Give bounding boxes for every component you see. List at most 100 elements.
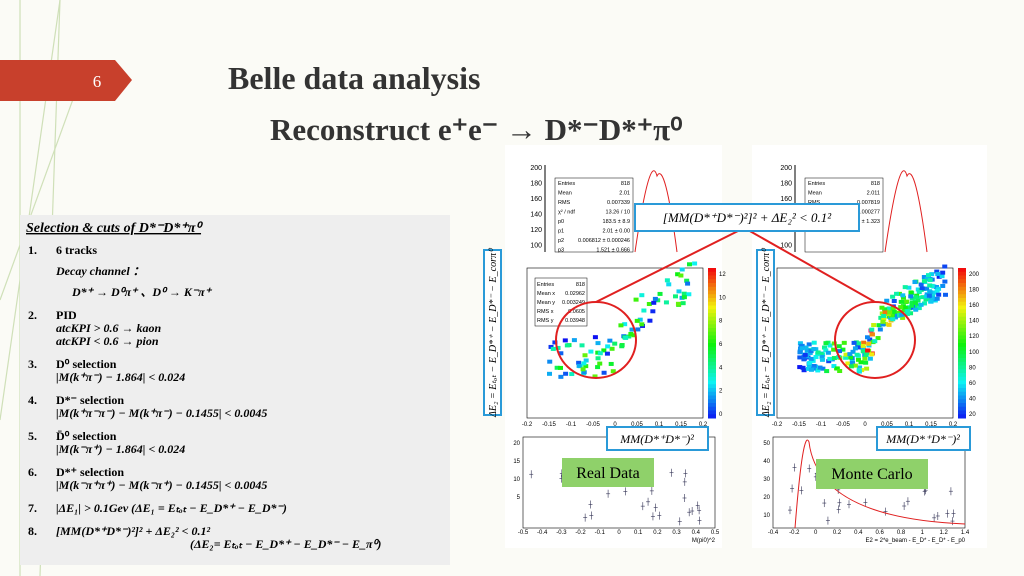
colorbar-cell — [958, 316, 966, 321]
stat-name: RMS x — [537, 309, 554, 315]
scatter-cell — [867, 337, 873, 342]
colorbar-cell — [958, 275, 966, 280]
colorbar-cell — [958, 309, 966, 314]
colorbar-cell — [708, 361, 716, 366]
scatter-cell — [800, 365, 806, 370]
scatter-cell — [831, 356, 837, 361]
scatter-cell — [929, 272, 935, 277]
scatter-cell — [880, 319, 886, 324]
scatter-cell — [934, 288, 940, 293]
scatter-cell — [663, 300, 669, 305]
scatter-cell — [926, 293, 932, 298]
colorbar-cell — [958, 320, 966, 325]
stat-name: p0 — [558, 219, 564, 225]
scatter-cell — [547, 371, 553, 376]
scatter-cell — [797, 350, 803, 355]
y-tick-label: 180 — [530, 181, 542, 188]
scatter-cell — [581, 361, 587, 366]
colorbar-cell — [958, 298, 966, 303]
stat-value: 0.0605 — [568, 309, 585, 315]
scatter-cell — [891, 309, 897, 314]
scatter-cell — [610, 369, 616, 374]
scatter-cell — [863, 352, 869, 357]
scatter-cell — [806, 342, 812, 347]
colorbar-label: 2 — [719, 389, 723, 395]
scatter-cell — [595, 341, 601, 346]
colorbar-label: 160 — [969, 303, 980, 309]
scatter-cell — [891, 298, 897, 303]
scatter-cell — [942, 279, 948, 284]
scatter-cell — [936, 274, 942, 279]
scatter-cell — [825, 350, 831, 355]
scatter-cell — [907, 306, 913, 311]
item-line: 6 tracks — [56, 243, 97, 257]
mm-box-right — [876, 426, 971, 451]
y-tick-label: 160 — [530, 196, 542, 203]
scatter-cell — [608, 361, 614, 366]
item-line: PID — [56, 308, 77, 322]
scatter-cell — [888, 313, 894, 318]
item-line: |M(k⁻π⁺π⁺) − M(k⁻π⁺) − 0.1455| < 0.0045 — [56, 478, 267, 492]
de-label-left: ΔE₂ = Eₜₒₜ − E_D*⁺ − E_D*⁻ − E_corπ⁰ — [488, 247, 499, 418]
y-tick-label: 180 — [780, 181, 792, 188]
scatter-cell — [852, 346, 858, 351]
colorbar-cell — [958, 339, 966, 344]
stat-value: 0.03948 — [565, 318, 585, 324]
scatter-cell — [823, 348, 829, 353]
scatter-cell — [902, 285, 908, 290]
scatter-cell — [900, 295, 906, 300]
scatter-cell — [858, 360, 864, 365]
scatter-cell — [555, 345, 561, 350]
scatter-cell — [817, 365, 823, 370]
title: Belle data analysis — [228, 60, 480, 96]
item-line: D*⁺ selection — [56, 465, 124, 479]
scatter-cell — [804, 348, 810, 353]
stat-value: 2.01 ± 0.00 — [603, 229, 630, 235]
scatter-cell — [592, 335, 598, 340]
scatter-cell — [821, 345, 827, 350]
scatter-cell — [875, 336, 881, 341]
scatter-cell — [904, 311, 910, 316]
colorbar-cell — [958, 346, 966, 351]
scatter-cell — [558, 374, 564, 379]
scatter-cell — [807, 360, 813, 365]
scatter-cell — [618, 323, 624, 328]
scatter-cell — [867, 356, 873, 361]
scatter-cell — [848, 355, 854, 360]
scatter-cell — [855, 357, 861, 362]
scatter-cell — [865, 350, 871, 355]
scatter-cell — [924, 294, 930, 299]
scatter-cell — [686, 262, 692, 267]
scatter-cell — [921, 279, 927, 284]
y-tick-label: 40 — [763, 459, 770, 465]
scatter-cell — [801, 368, 807, 373]
item-line: D̄⁰ selection — [56, 429, 117, 443]
scatter-cell — [896, 291, 902, 296]
scatter-cell — [664, 278, 670, 283]
y-tick-label: 20 — [513, 441, 520, 447]
stat-name: p2 — [558, 238, 564, 244]
scatter-cell — [910, 300, 916, 305]
colorbar-cell — [958, 354, 966, 359]
scatter-cell — [601, 348, 607, 353]
scatter-cell — [919, 286, 925, 291]
scatter-cell — [562, 338, 568, 343]
colorbar-label: 20 — [969, 412, 976, 418]
stat-value: 0.02962 — [565, 291, 585, 297]
selection-box — [20, 215, 450, 565]
colorbar-cell — [958, 343, 966, 348]
scatter-cell — [879, 311, 885, 316]
scatter-cell — [609, 346, 615, 351]
colorbar-cell — [708, 384, 716, 389]
colorbar-cell — [958, 301, 966, 306]
scatter-cell — [935, 272, 941, 277]
scatter-cell — [678, 273, 684, 278]
scatter-cell — [905, 309, 911, 314]
stat-value: 2.011 — [867, 191, 880, 197]
scatter-cell — [940, 270, 946, 275]
fit-curve — [794, 439, 966, 529]
scatter-cell — [837, 369, 843, 374]
colorbar-cell — [958, 290, 966, 295]
scatter-cell — [834, 366, 840, 371]
